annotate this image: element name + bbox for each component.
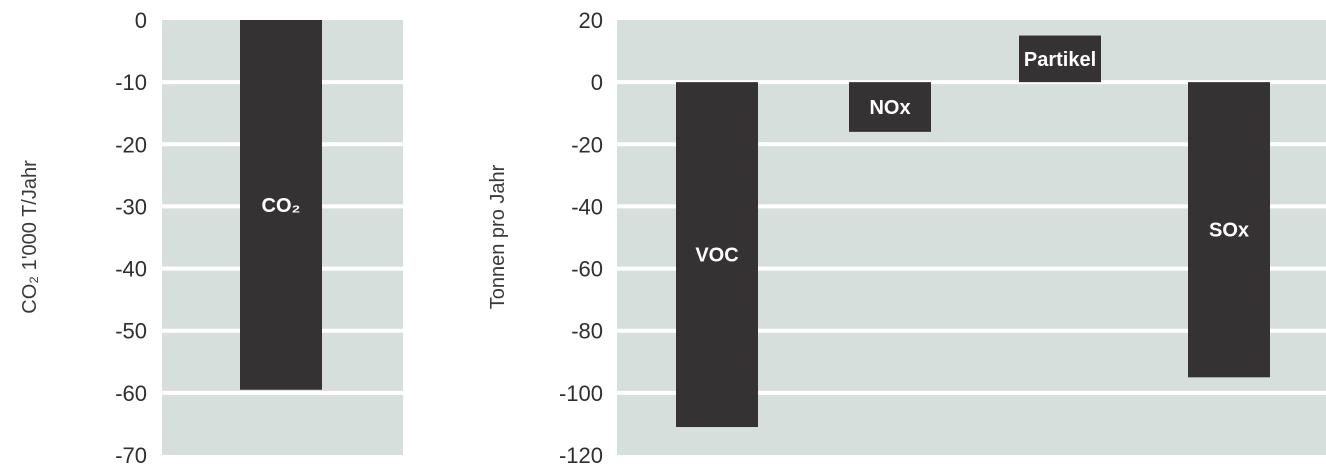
y-tick-label: 0	[591, 70, 603, 95]
y-tick-label: -40	[571, 194, 603, 219]
co2-chart: 0 -10 -20 -30 -40 -50 -60 -70 CO₂ CO₂ 1'000 T/J…	[19, 8, 403, 466]
y-tick-label: -70	[115, 443, 147, 466]
y-tick-label: -50	[115, 319, 147, 344]
bar-label: VOC	[695, 245, 738, 267]
y-tick-label: 0	[135, 8, 147, 33]
y-tick-label: -80	[571, 319, 603, 344]
y-tick-label: -20	[115, 132, 147, 157]
y-tick-label: -100	[559, 381, 603, 406]
bar-partikel	[1019, 35, 1101, 83]
pollutants-y-axis-ticks: 20 0 -20 -40 -60 -80 -100 -120	[559, 8, 603, 466]
pollutants-bars: VOC NOx Partikel SOx	[676, 35, 1270, 428]
y-tick-label: 20	[579, 8, 603, 33]
y-tick-label: -60	[571, 257, 603, 282]
bar-label: Partikel	[1024, 49, 1096, 71]
bar-voc	[676, 82, 758, 428]
y-tick-label: -10	[115, 70, 147, 95]
pollutants-y-axis-title: Tonnen pro Jahr	[487, 164, 509, 309]
co2-y-axis-title: CO₂ 1'000 T/Jahr	[19, 160, 41, 314]
y-tick-label: -40	[115, 257, 147, 282]
co2-bars: CO₂	[240, 20, 322, 390]
y-tick-label: -60	[115, 381, 147, 406]
bar-nox	[849, 82, 931, 132]
y-tick-label: -30	[115, 194, 147, 219]
bar-label: NOx	[869, 97, 910, 119]
bar-sox	[1188, 82, 1270, 378]
bar-label: CO₂	[262, 195, 301, 217]
bar-co-	[240, 20, 322, 390]
bar-label: SOx	[1209, 220, 1249, 242]
co2-y-axis-ticks: 0 -10 -20 -30 -40 -50 -60 -70	[115, 8, 147, 466]
y-tick-label: -120	[559, 443, 603, 466]
y-tick-label: -20	[571, 132, 603, 157]
pollutants-chart: 20 0 -20 -40 -60 -80 -100 -120 VOC NOx Partikel SO…	[487, 8, 1326, 466]
